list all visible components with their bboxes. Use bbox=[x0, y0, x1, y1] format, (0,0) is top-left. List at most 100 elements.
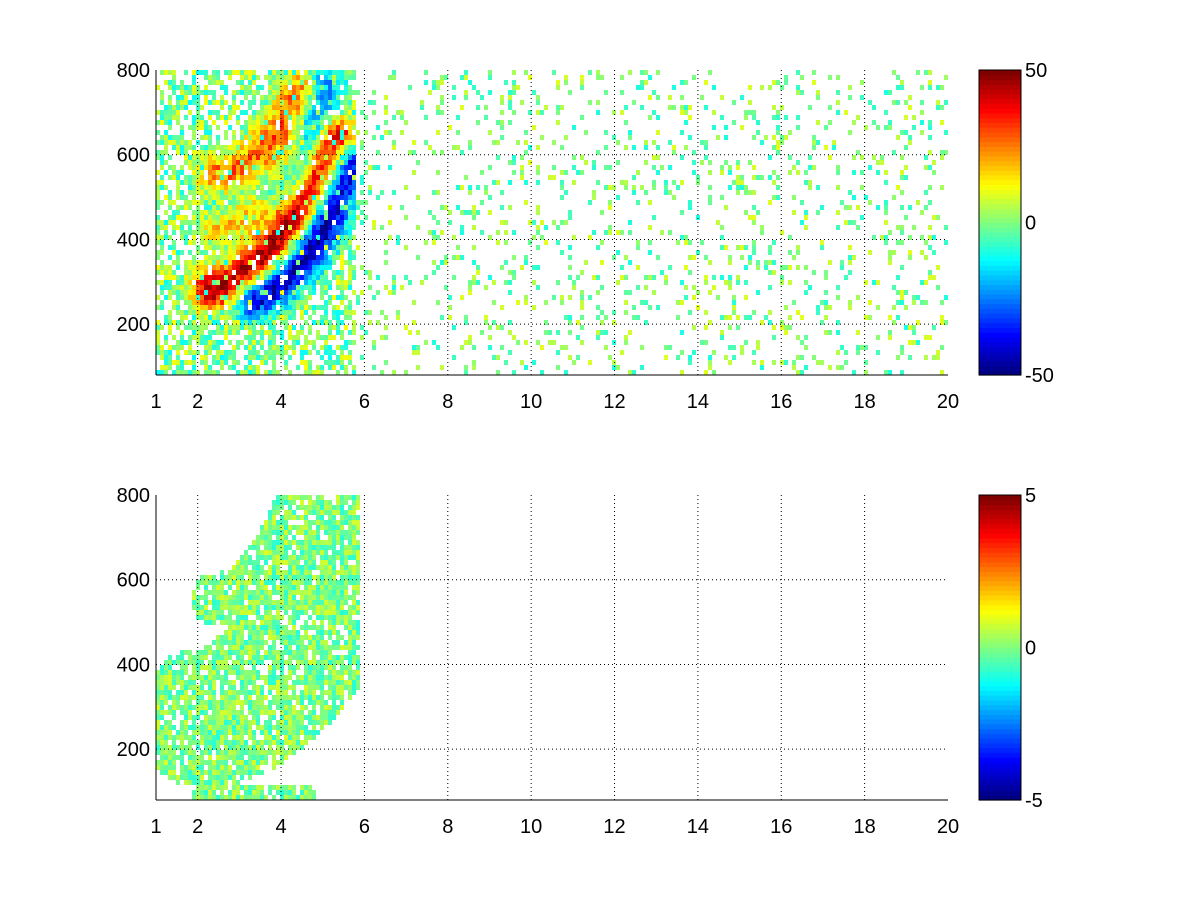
heatmap-cell bbox=[732, 100, 736, 105]
heatmap-cell bbox=[304, 360, 308, 365]
heatmap-cell bbox=[384, 360, 388, 365]
heatmap-cell bbox=[204, 610, 208, 615]
heatmap-cell bbox=[224, 255, 228, 260]
heatmap-cell bbox=[284, 365, 288, 370]
heatmap-cell bbox=[212, 590, 216, 595]
heatmap-cell bbox=[556, 105, 560, 110]
heatmap-cell bbox=[316, 150, 320, 155]
heatmap-cell bbox=[224, 760, 228, 765]
heatmap-cell bbox=[316, 170, 320, 175]
heatmap-cell bbox=[236, 195, 240, 200]
heatmap-cell bbox=[276, 70, 280, 75]
heatmap-cell bbox=[228, 775, 232, 780]
heatmap-cell bbox=[204, 235, 208, 240]
heatmap-cell bbox=[208, 330, 212, 335]
heatmap-cell bbox=[204, 795, 208, 800]
heatmap-cell bbox=[336, 90, 340, 95]
heatmap-cell bbox=[224, 310, 228, 315]
heatmap-cell bbox=[272, 765, 276, 770]
heatmap-cell bbox=[460, 345, 464, 350]
heatmap-cell bbox=[340, 360, 344, 365]
heatmap-cell bbox=[176, 265, 180, 270]
heatmap-cell bbox=[216, 730, 220, 735]
heatmap-cell bbox=[264, 205, 268, 210]
heatmap-cell bbox=[248, 120, 252, 125]
heatmap-cell bbox=[524, 70, 528, 75]
heatmap-cell bbox=[272, 710, 276, 715]
heatmap-cell bbox=[208, 175, 212, 180]
heatmap-cell bbox=[592, 195, 596, 200]
heatmap-cell bbox=[792, 210, 796, 215]
heatmap-cell bbox=[268, 350, 272, 355]
heatmap-cell bbox=[176, 275, 180, 280]
heatmap-cell bbox=[236, 695, 240, 700]
heatmap-cell bbox=[296, 145, 300, 150]
heatmap-cell bbox=[168, 80, 172, 85]
heatmap-cell bbox=[200, 145, 204, 150]
heatmap-cell bbox=[204, 360, 208, 365]
heatmap-cell bbox=[856, 150, 860, 155]
heatmap-cell bbox=[208, 575, 212, 580]
heatmap-cell bbox=[304, 115, 308, 120]
heatmap-cell bbox=[268, 125, 272, 130]
heatmap-cell bbox=[272, 615, 276, 620]
heatmap-cell bbox=[284, 150, 288, 155]
heatmap-cell bbox=[216, 350, 220, 355]
heatmap-cell bbox=[336, 310, 340, 315]
heatmap-cell bbox=[268, 300, 272, 305]
heatmap-cell bbox=[756, 345, 760, 350]
heatmap-cell bbox=[316, 370, 320, 375]
heatmap-cell bbox=[288, 505, 292, 510]
heatmap-cell bbox=[284, 200, 288, 205]
heatmap-cell bbox=[484, 185, 488, 190]
heatmap-cell bbox=[680, 350, 684, 355]
heatmap-cell bbox=[296, 285, 300, 290]
heatmap-cell bbox=[236, 155, 240, 160]
heatmap-cell bbox=[156, 720, 160, 725]
heatmap-cell bbox=[240, 770, 244, 775]
heatmap-cell bbox=[272, 575, 276, 580]
heatmap-cell bbox=[796, 125, 800, 130]
heatmap-cell bbox=[180, 285, 184, 290]
heatmap-cell bbox=[836, 285, 840, 290]
heatmap-cell bbox=[620, 265, 624, 270]
heatmap-cell bbox=[284, 310, 288, 315]
heatmap-cell bbox=[208, 670, 212, 675]
heatmap-cell bbox=[232, 725, 236, 730]
heatmap-cell bbox=[264, 95, 268, 100]
heatmap-cell bbox=[240, 640, 244, 645]
heatmap-cell bbox=[156, 85, 160, 90]
heatmap-cell bbox=[440, 75, 444, 80]
heatmap-cell bbox=[160, 325, 164, 330]
heatmap-cell bbox=[232, 620, 236, 625]
heatmap-cell bbox=[300, 305, 304, 310]
heatmap-cell bbox=[260, 790, 264, 795]
heatmap-cell bbox=[932, 325, 936, 330]
heatmap-cell bbox=[164, 160, 168, 165]
heatmap-cell bbox=[208, 115, 212, 120]
heatmap-cell bbox=[232, 110, 236, 115]
heatmap-cell bbox=[236, 245, 240, 250]
heatmap-cell bbox=[496, 355, 500, 360]
heatmap-cell bbox=[244, 160, 248, 165]
heatmap-cell bbox=[276, 155, 280, 160]
heatmap-cell bbox=[192, 755, 196, 760]
x-tick-label: 16 bbox=[770, 391, 792, 413]
heatmap-cell bbox=[388, 130, 392, 135]
heatmap-cell bbox=[304, 350, 308, 355]
heatmap-cell bbox=[256, 320, 260, 325]
heatmap-cell bbox=[372, 220, 376, 225]
heatmap-cell bbox=[176, 355, 180, 360]
heatmap-cell bbox=[384, 110, 388, 115]
heatmap-cell bbox=[860, 185, 864, 190]
heatmap-cell bbox=[828, 260, 832, 265]
heatmap-cell bbox=[244, 615, 248, 620]
heatmap-cell bbox=[180, 760, 184, 765]
heatmap-cell bbox=[352, 205, 356, 210]
heatmap-cell bbox=[248, 80, 252, 85]
heatmap-cell bbox=[252, 145, 256, 150]
heatmap-cell bbox=[240, 620, 244, 625]
heatmap-cell bbox=[204, 265, 208, 270]
heatmap-cell bbox=[896, 85, 900, 90]
